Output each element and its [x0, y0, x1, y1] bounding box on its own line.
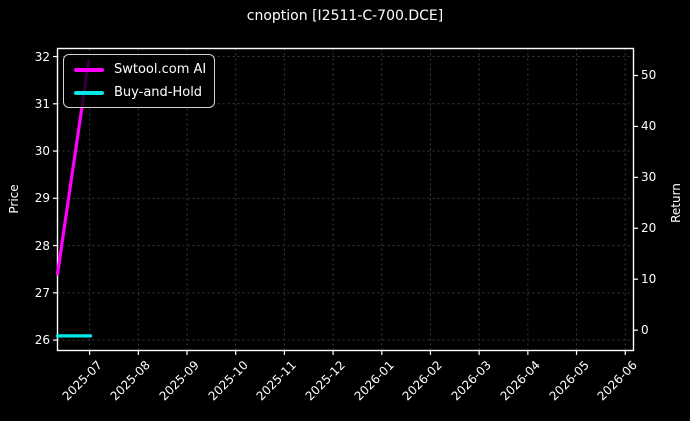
y-tick-label-right: 10 — [641, 272, 657, 287]
y-tick-label-right: 50 — [641, 68, 657, 83]
y-tick-label-right: 30 — [641, 170, 657, 185]
legend-swatch — [74, 90, 104, 95]
y-tick-label-left: 32 — [34, 49, 50, 64]
y-tick-label-left: 26 — [34, 333, 50, 348]
y-tick-label-left: 28 — [34, 238, 50, 253]
chart-title: cnoption [I2511-C-700.DCE] — [246, 8, 444, 24]
legend-entry: Buy-and-Hold — [74, 84, 204, 101]
legend-swatch — [74, 67, 104, 72]
y-tick-label-right: 40 — [641, 119, 657, 134]
y-tick-label-right: 20 — [641, 221, 657, 236]
y-tick-label-left: 29 — [34, 191, 50, 206]
plot-border — [56, 47, 635, 352]
legend-entry: Swtool.com AI — [74, 61, 207, 78]
legend: Swtool.com AI Buy-and-Hold — [63, 54, 215, 108]
legend-label: Buy-and-Hold — [114, 85, 203, 100]
y-tick-label-right: 0 — [641, 323, 649, 338]
y-tick-label-left: 30 — [34, 144, 50, 159]
y-tick-label-left: 27 — [34, 285, 50, 300]
y-tick-label-left: 31 — [34, 96, 50, 111]
legend-label: Swtool.com AI — [114, 62, 207, 77]
y-axis-label-right: Return — [669, 183, 683, 223]
